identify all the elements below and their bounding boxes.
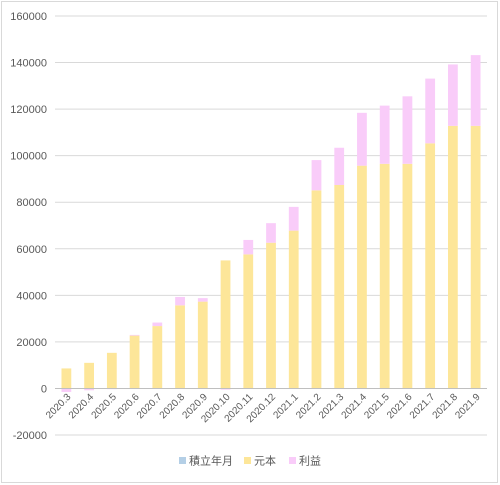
bar-2-12 xyxy=(334,147,345,185)
x-tick-label-18: 2021.9 xyxy=(453,391,483,421)
legend-label-0: 積立年月 xyxy=(189,454,233,468)
bar-2-15 xyxy=(402,96,413,164)
gridlines xyxy=(55,15,487,436)
bar-1-1 xyxy=(84,362,94,389)
y-axis-ticks: -20000 0 20000 40000 60000 80000 100000 120000 1… xyxy=(10,11,47,442)
bar-1-11 xyxy=(311,190,322,389)
bar-1-7 xyxy=(220,260,231,389)
bar-2-9 xyxy=(266,223,276,243)
bar-1-3 xyxy=(129,335,140,389)
legend-swatch-0 xyxy=(179,457,186,464)
bar-1-15 xyxy=(402,163,413,389)
bar-2-7 xyxy=(220,388,231,390)
bar-1-2 xyxy=(106,352,117,389)
legend-label-1: 元本 xyxy=(254,454,276,468)
legend-item-0: 積立年月 xyxy=(179,454,233,468)
y-tick-label-8: 140000 xyxy=(10,58,47,70)
y-tick-label-1: 0 xyxy=(41,383,47,395)
y-tick-label-3: 40000 xyxy=(16,290,47,302)
bar-2-3 xyxy=(129,334,140,336)
y-tick-label-9: 160000 xyxy=(10,11,47,23)
bar-1-13 xyxy=(357,165,367,389)
y-tick-label-4: 60000 xyxy=(16,244,47,256)
bar-2-1 xyxy=(84,388,94,391)
bar-1-14 xyxy=(379,163,390,389)
bar-2-5 xyxy=(175,296,185,306)
bar-2-0 xyxy=(61,388,72,392)
bar-2-17 xyxy=(448,64,458,126)
bar-1-18 xyxy=(470,125,481,389)
y-tick-label-2: 20000 xyxy=(16,337,47,349)
x-axis-ticks: 2020.32020.42020.52020.62020.72020.82020… xyxy=(44,391,483,425)
bar-1-5 xyxy=(175,305,185,389)
bar-1-17 xyxy=(448,125,458,389)
bar-2-6 xyxy=(197,298,208,302)
bar-2-18 xyxy=(470,55,481,126)
bar-1-9 xyxy=(266,242,276,389)
bar-1-6 xyxy=(197,301,208,389)
bar-1-12 xyxy=(334,184,345,389)
legend-item-2: 利益 xyxy=(289,454,321,468)
bar-2-10 xyxy=(288,206,299,231)
bar-2-11 xyxy=(311,160,322,191)
legend-item-1: 元本 xyxy=(244,454,276,468)
y-tick-label-7: 120000 xyxy=(10,104,47,116)
bar-2-13 xyxy=(357,112,367,166)
legend: 積立年月 元本 利益 xyxy=(179,454,321,468)
y-tick-label-5: 80000 xyxy=(16,197,47,209)
bar-2-4 xyxy=(152,322,163,327)
legend-swatch-2 xyxy=(289,457,296,464)
bar-2-14 xyxy=(379,105,390,164)
y-tick-label-0: -20000 xyxy=(13,430,47,442)
bars xyxy=(61,55,481,392)
bar-1-8 xyxy=(243,254,254,389)
bar-1-10 xyxy=(288,230,299,389)
bar-1-16 xyxy=(425,143,436,389)
legend-label-2: 利益 xyxy=(299,454,321,468)
bar-2-8 xyxy=(243,239,254,255)
bar-2-16 xyxy=(425,78,436,144)
y-tick-label-6: 100000 xyxy=(10,151,47,163)
bar-1-0 xyxy=(61,368,72,389)
bar-1-4 xyxy=(152,326,163,389)
legend-swatch-1 xyxy=(244,457,251,464)
